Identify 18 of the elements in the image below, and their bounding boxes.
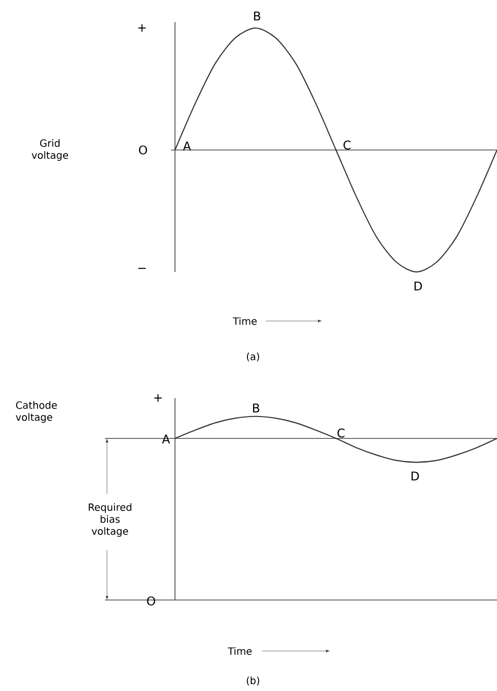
y-axis-title: Grid voltage bbox=[32, 139, 68, 161]
x-axis-title: Time bbox=[232, 317, 257, 325]
text: Required bias voltage bbox=[88, 503, 132, 537]
y-axis-title: Cathode voltage bbox=[16, 401, 57, 423]
text: + bbox=[138, 24, 146, 32]
text: D bbox=[414, 282, 422, 290]
text: + bbox=[154, 394, 162, 402]
text: (a) bbox=[246, 352, 260, 362]
text: − bbox=[138, 268, 146, 269]
text: B bbox=[253, 404, 260, 412]
annotation: D bbox=[412, 472, 419, 480]
x-axis-title: Time bbox=[228, 647, 252, 655]
annotation: C bbox=[344, 140, 351, 150]
text: O bbox=[138, 145, 148, 155]
text: (b) bbox=[246, 676, 260, 686]
text: B bbox=[254, 12, 260, 20]
annotation: C bbox=[338, 428, 345, 438]
annotation: A bbox=[183, 142, 191, 150]
